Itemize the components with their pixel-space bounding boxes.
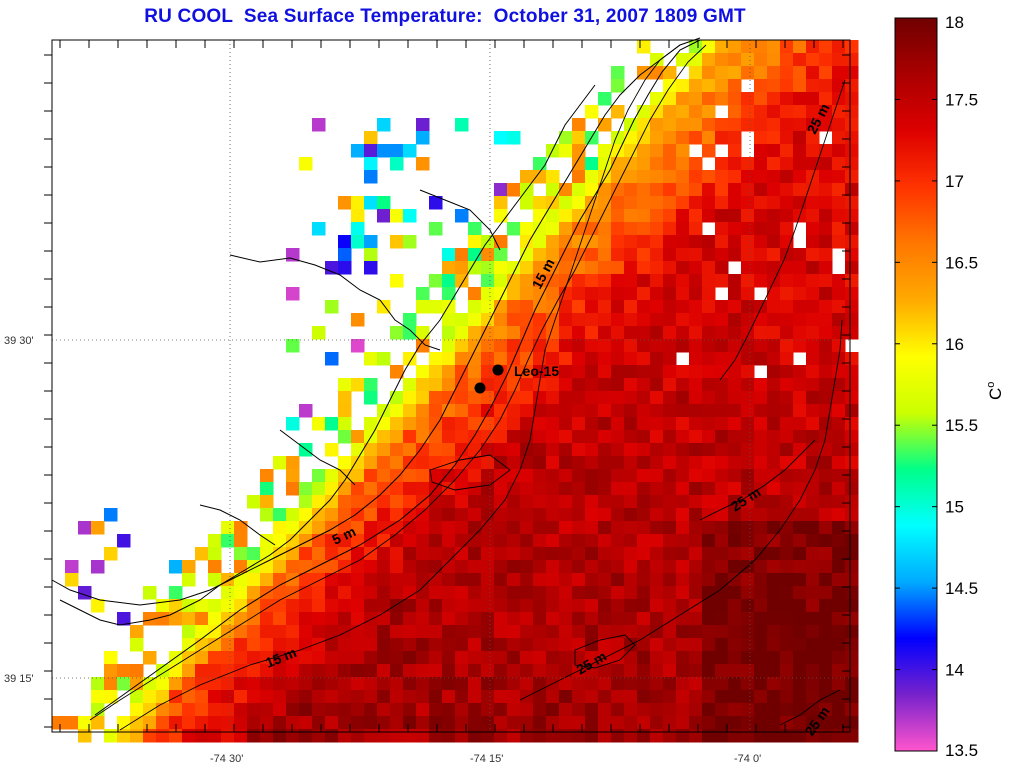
y-tick-label: 39 15': [4, 673, 34, 685]
station-marker: [492, 364, 504, 376]
contour-25m-loop: [429, 454, 511, 491]
marsh-outline: [199, 504, 276, 546]
marsh-outline: [419, 189, 501, 251]
colorbar-unit: Co: [985, 382, 1005, 400]
contour-25m: [719, 79, 846, 381]
marsh-outline: [229, 254, 441, 351]
colorbar-tick-label: 14: [945, 661, 964, 680]
colorbar-tick-label: 15: [945, 498, 964, 517]
station-markers: Leo-15: [474, 363, 559, 394]
station-marker: [474, 382, 486, 394]
colorbar-tick-label: 17: [945, 172, 964, 191]
colorbar-tick-label: 13.5: [945, 741, 978, 760]
marsh-outline: [279, 429, 356, 486]
x-tick-label: -74 15': [470, 753, 503, 765]
contour-25m: [699, 439, 816, 521]
x-tick-label: -74 30': [210, 753, 243, 765]
x-axis-labels: -74 30' -74 15' -74 0': [210, 753, 761, 765]
barrier-island: [94, 39, 701, 716]
colorbar-tick-label: 14.5: [945, 579, 978, 598]
contour-5m: [89, 44, 707, 721]
bay-shoreline: [59, 84, 596, 626]
colorbar-ticks: 18 17.5 17 16.5 16 15.5 15 14.5 14 13.5: [895, 13, 978, 760]
y-tick-label: 39 30': [4, 335, 34, 347]
axis-ticks: [44, 40, 850, 732]
colorbar-tick-label: 18: [945, 13, 964, 32]
gridlines: [52, 40, 850, 732]
contour-25m: [519, 319, 843, 701]
coastline: [51, 37, 701, 606]
x-tick-label: -74 0': [734, 753, 761, 765]
colorbar-tick-label: 16.5: [945, 253, 978, 272]
colorbar-tick-label: 15.5: [945, 416, 978, 435]
colorbar-tick-label: 17.5: [945, 90, 978, 109]
contour-15m: [119, 44, 681, 731]
station-label: Leo-15: [514, 363, 559, 379]
coastline-outlines: [51, 37, 701, 716]
map-title: RU COOL Sea Surface Temperature: October…: [144, 6, 746, 27]
colorbar-gradient: [894, 17, 938, 752]
depth-contours: [89, 44, 846, 731]
y-axis-labels: 39 30' 39 15': [4, 335, 34, 685]
colorbar-tick-label: 16: [945, 335, 964, 354]
contour-25m-loop: [574, 634, 636, 669]
map-frame: [51, 39, 851, 733]
contour-25m: [779, 689, 841, 726]
